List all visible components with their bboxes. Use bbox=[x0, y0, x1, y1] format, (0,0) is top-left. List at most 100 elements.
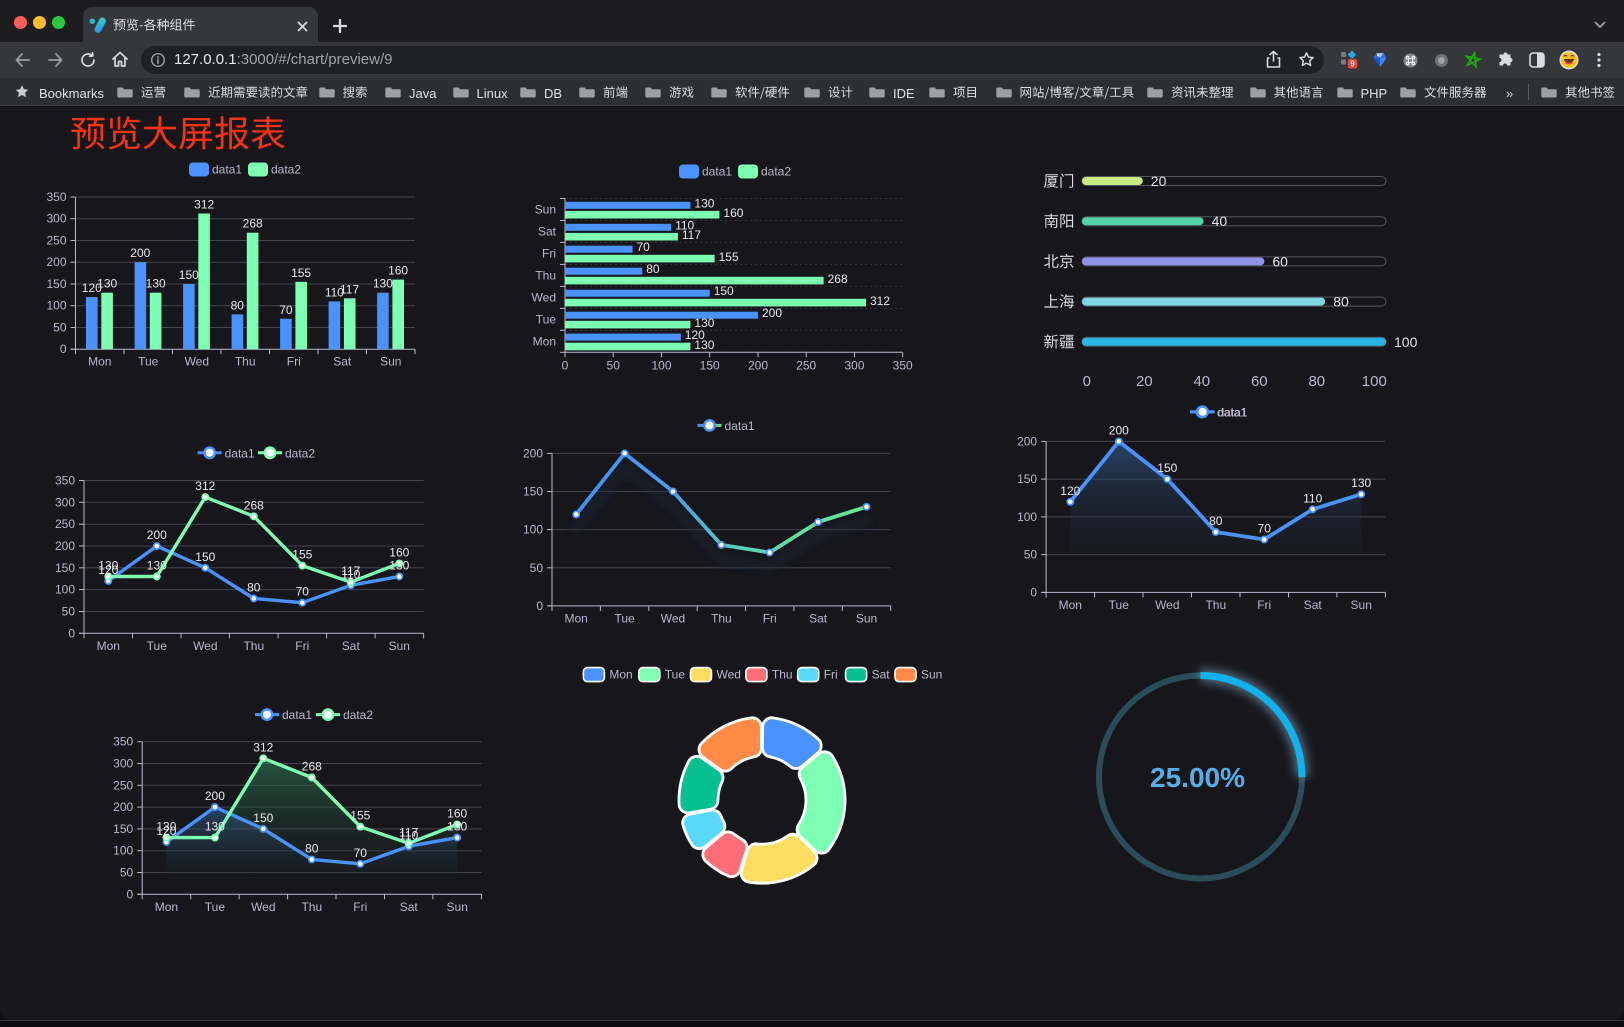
svg-text:data1: data1 bbox=[702, 165, 732, 179]
svg-text:155: 155 bbox=[350, 809, 370, 823]
svg-text:300: 300 bbox=[55, 495, 75, 509]
svg-text:50: 50 bbox=[530, 561, 544, 575]
svg-text:312: 312 bbox=[194, 198, 214, 212]
svg-text:60: 60 bbox=[1272, 253, 1288, 269]
svg-text:150: 150 bbox=[55, 561, 75, 575]
svg-text:100: 100 bbox=[1017, 510, 1037, 524]
svg-text:155: 155 bbox=[291, 266, 311, 280]
svg-text:100: 100 bbox=[1394, 334, 1418, 350]
svg-text:117: 117 bbox=[340, 282, 359, 296]
svg-text:150: 150 bbox=[523, 485, 543, 499]
svg-text:Mon: Mon bbox=[533, 334, 556, 348]
svg-text:Sat: Sat bbox=[400, 900, 419, 914]
svg-text:130: 130 bbox=[205, 820, 225, 834]
svg-text:Tue: Tue bbox=[665, 668, 686, 682]
svg-text:50: 50 bbox=[607, 358, 621, 372]
svg-text:Wed: Wed bbox=[532, 290, 556, 304]
svg-text:Sun: Sun bbox=[856, 611, 877, 625]
svg-text:268: 268 bbox=[244, 498, 264, 512]
svg-text:120: 120 bbox=[82, 281, 102, 295]
svg-text:130: 130 bbox=[694, 316, 714, 330]
svg-text:80: 80 bbox=[646, 262, 660, 276]
svg-text:data1: data1 bbox=[1217, 406, 1247, 420]
svg-text:70: 70 bbox=[296, 585, 310, 599]
svg-text:110: 110 bbox=[1303, 491, 1322, 505]
svg-text:Sun: Sun bbox=[535, 203, 556, 217]
svg-text:100: 100 bbox=[651, 358, 671, 372]
svg-text:80: 80 bbox=[1333, 294, 1349, 310]
svg-text:Sun: Sun bbox=[380, 355, 401, 369]
svg-text:268: 268 bbox=[302, 760, 322, 774]
svg-text:50: 50 bbox=[62, 605, 76, 619]
svg-text:150: 150 bbox=[714, 284, 734, 298]
svg-text:268: 268 bbox=[243, 217, 263, 231]
svg-text:130: 130 bbox=[156, 820, 176, 834]
svg-text:117: 117 bbox=[341, 564, 360, 578]
svg-text:250: 250 bbox=[46, 234, 66, 248]
svg-text:Sat: Sat bbox=[809, 611, 828, 625]
svg-text:Sat: Sat bbox=[333, 355, 352, 369]
svg-text:350: 350 bbox=[113, 735, 133, 749]
svg-text:60: 60 bbox=[1251, 373, 1268, 390]
svg-text:100: 100 bbox=[113, 844, 133, 858]
svg-text:Sat: Sat bbox=[872, 668, 891, 682]
svg-text:Fri: Fri bbox=[1257, 598, 1271, 612]
svg-text:130: 130 bbox=[1351, 476, 1371, 490]
svg-text:Wed: Wed bbox=[717, 668, 741, 682]
svg-text:200: 200 bbox=[205, 789, 225, 803]
svg-text:250: 250 bbox=[113, 778, 133, 792]
svg-text:200: 200 bbox=[762, 306, 782, 320]
svg-text:Fri: Fri bbox=[295, 639, 309, 653]
svg-text:200: 200 bbox=[113, 800, 133, 814]
svg-text:50: 50 bbox=[1024, 548, 1038, 562]
svg-text:100: 100 bbox=[46, 299, 66, 313]
svg-text:100: 100 bbox=[523, 523, 543, 537]
svg-text:130: 130 bbox=[694, 196, 714, 210]
svg-text:Tue: Tue bbox=[536, 312, 557, 326]
svg-text:0: 0 bbox=[1083, 373, 1091, 390]
svg-text:160: 160 bbox=[389, 545, 409, 559]
svg-text:110: 110 bbox=[341, 567, 360, 581]
svg-text:Sat: Sat bbox=[342, 639, 361, 653]
svg-text:50: 50 bbox=[120, 866, 134, 880]
svg-text:Wed: Wed bbox=[193, 639, 217, 653]
svg-text:120: 120 bbox=[685, 328, 705, 342]
svg-text:Sun: Sun bbox=[921, 668, 942, 682]
svg-text:Thu: Thu bbox=[1205, 598, 1226, 612]
svg-text:Tue: Tue bbox=[1109, 598, 1130, 612]
svg-text:9: 9 bbox=[1350, 59, 1355, 68]
svg-text:Fri: Fri bbox=[542, 246, 556, 260]
svg-text:data1: data1 bbox=[225, 446, 255, 460]
svg-text:0: 0 bbox=[536, 599, 543, 613]
svg-text:Mon: Mon bbox=[97, 639, 120, 653]
svg-text:200: 200 bbox=[147, 528, 167, 542]
svg-text:Mon: Mon bbox=[609, 668, 632, 682]
svg-text:Mon: Mon bbox=[88, 355, 111, 369]
svg-text:Fri: Fri bbox=[824, 668, 838, 682]
svg-text:150: 150 bbox=[1157, 461, 1177, 475]
svg-text:117: 117 bbox=[399, 825, 418, 839]
svg-text:data1: data1 bbox=[212, 163, 242, 177]
svg-text:data2: data2 bbox=[285, 446, 315, 460]
svg-text:300: 300 bbox=[844, 358, 864, 372]
svg-text:312: 312 bbox=[253, 740, 273, 754]
svg-text:Mon: Mon bbox=[1059, 598, 1082, 612]
svg-text:150: 150 bbox=[700, 358, 720, 372]
svg-text:Mon: Mon bbox=[155, 900, 178, 914]
svg-text:Sat: Sat bbox=[1304, 598, 1323, 612]
svg-text:80: 80 bbox=[1308, 373, 1325, 390]
svg-text:Thu: Thu bbox=[535, 268, 556, 282]
svg-text:155: 155 bbox=[292, 548, 312, 562]
svg-text:130: 130 bbox=[389, 559, 409, 573]
svg-text:120: 120 bbox=[156, 824, 176, 838]
svg-text:Wed: Wed bbox=[251, 900, 275, 914]
svg-text:160: 160 bbox=[723, 206, 743, 220]
svg-text:Wed: Wed bbox=[661, 611, 685, 625]
svg-text:200: 200 bbox=[1017, 434, 1037, 448]
svg-text:312: 312 bbox=[195, 479, 215, 493]
svg-text:200: 200 bbox=[130, 246, 150, 260]
svg-text:data2: data2 bbox=[761, 165, 791, 179]
svg-text:120: 120 bbox=[98, 563, 118, 577]
svg-text:20: 20 bbox=[1136, 373, 1153, 390]
svg-text:100: 100 bbox=[1362, 373, 1387, 390]
